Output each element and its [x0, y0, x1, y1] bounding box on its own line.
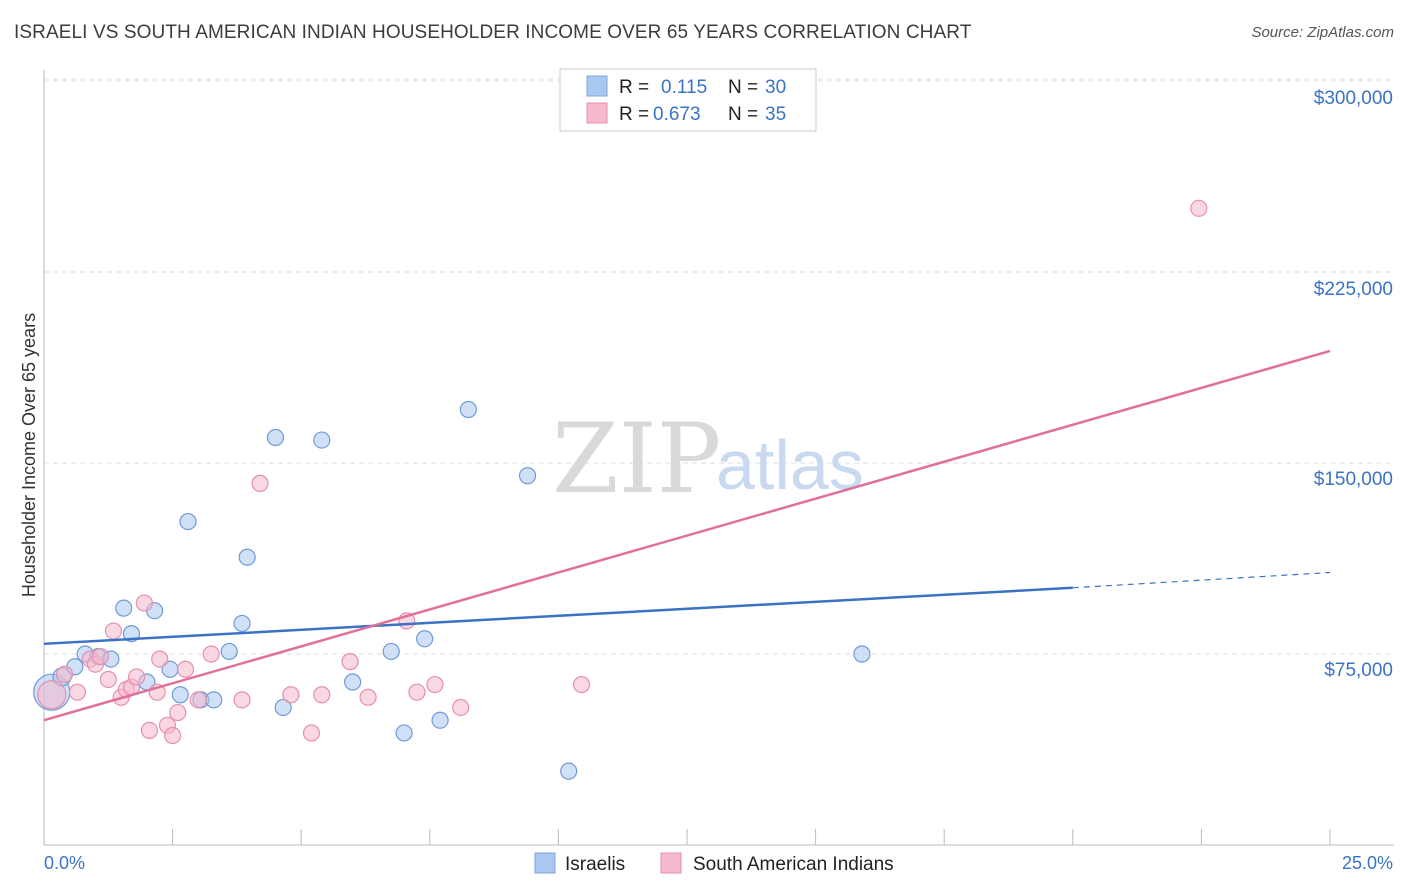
series-legend: Israelis South American Indians — [534, 852, 894, 875]
point-south-american-indians — [341, 653, 359, 671]
point-south-american-indians — [104, 622, 123, 640]
series-legend-label-south-american-indians: South American Indians — [693, 854, 894, 875]
point-israelis — [416, 630, 434, 648]
source-label: Source: ZipAtlas.com — [1251, 24, 1394, 41]
trend-line-south-american-indians — [43, 349, 1331, 722]
point-israelis — [233, 614, 251, 633]
legend-n-label: N = — [728, 104, 758, 125]
legend-r-value-israelis: 0.115 — [661, 77, 707, 98]
point-south-american-indians — [127, 668, 146, 686]
point-israelis — [459, 400, 477, 419]
chart-title: ISRAELI VS SOUTH AMERICAN INDIAN HOUSEHO… — [14, 22, 972, 43]
x-tick-label: 0.0% — [44, 853, 85, 873]
y-axis-label: Householder Income Over 65 years — [19, 313, 39, 597]
point-south-american-indians — [202, 645, 220, 663]
point-israelis — [171, 686, 189, 704]
point-south-american-indians — [55, 665, 74, 683]
axes — [43, 70, 1394, 846]
point-israelis — [115, 599, 133, 617]
point-south-american-indians — [169, 703, 187, 722]
point-israelis — [238, 548, 256, 566]
data-points — [33, 199, 1208, 780]
legend-n-value-israelis: 30 — [765, 77, 786, 98]
point-israelis — [266, 428, 285, 447]
y-tick-label: $300,000 — [1314, 88, 1393, 109]
point-south-american-indians — [282, 686, 300, 704]
x-tick-label: 25.0% — [1342, 853, 1393, 873]
x-tick-marks — [43, 829, 1331, 845]
gridlines — [44, 78, 1394, 655]
point-south-american-indians — [302, 724, 321, 742]
point-south-american-indians — [313, 686, 331, 704]
point-south-american-indians — [233, 691, 251, 709]
point-israelis — [560, 762, 578, 780]
legend-n-value-south-american-indians: 35 — [765, 104, 786, 125]
point-south-american-indians — [164, 726, 182, 745]
point-south-american-indians — [572, 675, 591, 694]
point-south-american-indians — [99, 670, 117, 689]
point-south-american-indians — [189, 691, 207, 709]
point-south-american-indians — [176, 660, 195, 678]
point-israelis — [853, 645, 871, 663]
point-israelis — [518, 467, 537, 485]
point-israelis — [205, 691, 223, 709]
y-tick-label: $150,000 — [1314, 469, 1393, 490]
point-south-american-indians — [68, 683, 87, 701]
point-south-american-indians — [140, 721, 159, 740]
point-israelis — [431, 711, 449, 729]
series-legend-swatch-israelis — [534, 852, 556, 874]
point-south-american-indians — [408, 683, 426, 701]
legend-r-label: R = — [619, 104, 649, 125]
point-south-american-indians — [1190, 199, 1208, 217]
point-south-american-indians — [452, 698, 470, 717]
correlation-legend: R = 0.115 N = 30 R = 0.673 N = 35 — [559, 68, 817, 132]
y-tick-label: $75,000 — [1324, 660, 1393, 681]
series-legend-swatch-south-american-indians — [660, 852, 682, 874]
point-south-american-indians — [151, 650, 169, 668]
watermark-zip: ZIP — [552, 403, 721, 515]
point-israelis — [344, 673, 362, 691]
legend-r-value-south-american-indians: 0.673 — [653, 104, 701, 125]
point-south-american-indians — [426, 675, 444, 694]
legend-r-label: R = — [619, 77, 649, 98]
watermark: ZIP atlas — [552, 403, 864, 515]
trend-lines — [43, 349, 1331, 722]
legend-swatch-south-american-indians — [586, 102, 608, 124]
trend-line-extension-israelis — [1072, 571, 1331, 589]
point-israelis — [313, 431, 331, 449]
point-south-american-indians — [251, 474, 269, 492]
series-legend-label-israelis: Israelis — [565, 854, 625, 875]
point-israelis — [382, 642, 400, 661]
legend-n-label: N = — [728, 77, 758, 98]
point-south-american-indians — [135, 594, 153, 612]
y-tick-label: $225,000 — [1314, 279, 1393, 300]
point-israelis — [395, 724, 413, 742]
legend-swatch-israelis — [586, 75, 608, 97]
trend-line-israelis — [43, 586, 1073, 646]
point-south-american-indians — [91, 647, 110, 666]
point-south-american-indians — [37, 680, 67, 710]
point-israelis — [220, 642, 238, 661]
point-israelis — [179, 512, 197, 531]
point-israelis — [274, 698, 292, 717]
point-south-american-indians — [359, 688, 377, 706]
y-tick-labels: $300,000 $225,000 $150,000 $75,000 — [1314, 88, 1393, 681]
